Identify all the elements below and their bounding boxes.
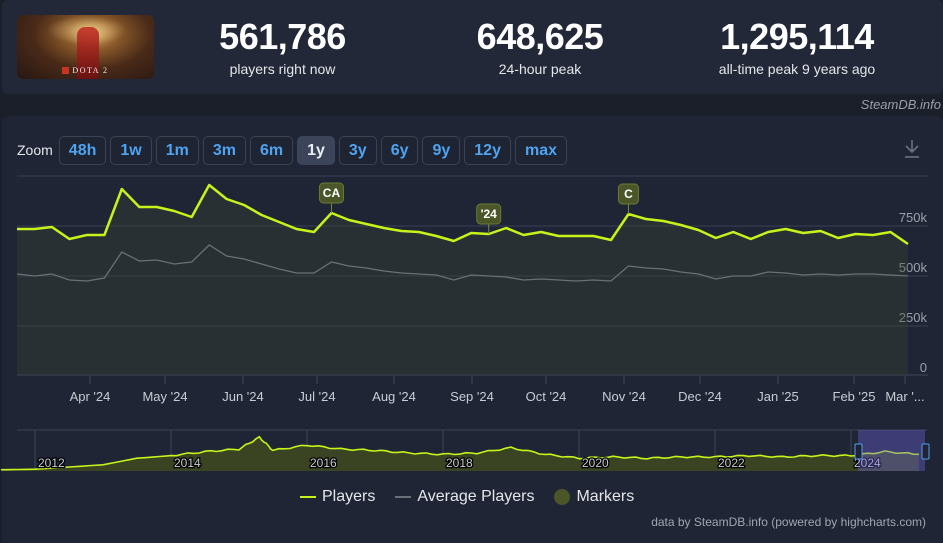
- legend-players[interactable]: Players: [300, 488, 375, 506]
- x-tick: May '24: [142, 389, 187, 404]
- navigator-right-handle[interactable]: [921, 443, 930, 460]
- thumbnail-hero: [77, 27, 99, 79]
- stat-all-time-peak: 1,295,114 all-time peak 9 years ago: [697, 17, 897, 78]
- steamdb-brand[interactable]: SteamDB.info: [860, 97, 941, 112]
- navigator-year: 2018: [446, 456, 473, 470]
- y-tick: 500k: [899, 260, 928, 275]
- x-tick: Jul '24: [298, 389, 335, 404]
- legend-label: Players: [322, 488, 376, 505]
- stats-panel: [2, 0, 943, 94]
- zoom-max-button[interactable]: max: [514, 135, 568, 165]
- stat-value: 648,625: [476, 16, 604, 57]
- zoom-9y-button[interactable]: 9y: [422, 135, 461, 165]
- game-name: DOTA 2: [72, 66, 109, 75]
- navigator-line: [1, 435, 920, 471]
- stat-label: all-time peak 9 years ago: [718, 61, 876, 77]
- y-gridlines: [17, 175, 928, 376]
- players-line-icon: [300, 496, 316, 498]
- navigator-year: 2014: [174, 456, 201, 470]
- game-thumbnail[interactable]: DOTA 2: [17, 15, 154, 79]
- zoom-bar: Zoom 48h 1w 1m 3m 6m 1y 3y 6y 9y 12y max: [17, 135, 571, 165]
- x-tick: Jun '24: [222, 389, 264, 404]
- x-tick: Feb '25: [833, 389, 876, 404]
- x-tick: Jan '25: [757, 389, 799, 404]
- x-tick: Dec '24: [678, 389, 722, 404]
- chart-markers[interactable]: CA '24 C: [318, 182, 639, 234]
- marker-badge[interactable]: [476, 203, 502, 225]
- players-line[interactable]: [17, 183, 909, 246]
- zoom-1m-button[interactable]: 1m: [155, 135, 199, 165]
- zoom-12y-button[interactable]: 12y: [464, 135, 511, 165]
- x-tick: Aug '24: [372, 389, 416, 404]
- x-tick: Nov '24: [602, 389, 646, 404]
- navigator-area: [1, 436, 919, 471]
- y-axis-labels: 750k 500k 250k 0: [899, 210, 928, 375]
- y-tick: 0: [920, 360, 927, 375]
- stat-label: 24-hour peak: [498, 61, 582, 77]
- dota-logo-icon: [62, 67, 70, 74]
- stat-label: players right now: [229, 61, 336, 77]
- navigator-year: 2022: [718, 456, 745, 470]
- zoom-6y-button[interactable]: 6y: [380, 135, 419, 165]
- x-tick: Apr '24: [70, 389, 111, 404]
- navigator-year: 2016: [310, 456, 337, 470]
- navigator-year: 2020: [582, 456, 609, 470]
- y-tick: 250k: [899, 310, 928, 325]
- marker-label: CA: [323, 186, 341, 200]
- navigator-year: 2012: [38, 456, 65, 470]
- legend-average-players[interactable]: Average Players: [395, 488, 534, 506]
- zoom-48h-button[interactable]: 48h: [58, 135, 107, 165]
- stat-value: 561,786: [219, 16, 346, 57]
- download-icon[interactable]: [902, 138, 922, 160]
- stat-current-players: 561,786 players right now: [200, 17, 365, 78]
- x-tick: Oct '24: [526, 389, 567, 404]
- legend-markers[interactable]: Markers: [554, 488, 634, 506]
- chart-credit[interactable]: data by SteamDB.info (powered by highcha…: [651, 515, 926, 529]
- player-chart[interactable]: 750k 500k 250k 0 CA '24 C Apr '24 May '24 Ju…: [0, 170, 943, 480]
- marker-label: '24: [481, 207, 498, 221]
- navigator-left-handle[interactable]: [854, 443, 863, 460]
- y-tick: 750k: [899, 210, 928, 225]
- navigator[interactable]: 2012201420162018202020222024: [1, 429, 930, 472]
- zoom-1y-button[interactable]: 1y: [297, 135, 335, 165]
- zoom-3m-button[interactable]: 3m: [202, 135, 246, 165]
- players-area: [17, 185, 908, 375]
- marker-label: C: [624, 187, 633, 201]
- average-players-line[interactable]: [16, 244, 909, 282]
- x-tick: Sep '24: [450, 389, 494, 404]
- zoom-label: Zoom: [17, 142, 53, 158]
- chart-panel: [2, 116, 943, 543]
- game-logo: DOTA 2: [17, 66, 154, 75]
- zoom-1w-button[interactable]: 1w: [110, 135, 152, 165]
- legend-label: Average Players: [417, 488, 535, 505]
- marker-dot-icon: [554, 489, 571, 505]
- navigator-selection[interactable]: [858, 430, 925, 471]
- marker-badge[interactable]: [318, 182, 344, 204]
- average-line-icon: [395, 496, 412, 498]
- navigator-year-labels: 2012201420162018202020222024: [37, 455, 883, 472]
- x-axis-labels: Apr '24 May '24 Jun '24 Jul '24 Aug '24 Sep '…: [70, 389, 925, 404]
- x-axis-ticks: [89, 376, 906, 384]
- stat-24h-peak: 648,625 24-hour peak: [455, 17, 625, 78]
- zoom-3y-button[interactable]: 3y: [338, 135, 377, 165]
- zoom-6m-button[interactable]: 6m: [249, 135, 294, 165]
- x-tick: Mar '...: [885, 389, 924, 404]
- marker-badge[interactable]: [617, 183, 639, 205]
- legend: Players Average Players Markers: [300, 488, 654, 506]
- legend-label: Markers: [576, 488, 635, 505]
- stat-value: 1,295,114: [720, 16, 874, 57]
